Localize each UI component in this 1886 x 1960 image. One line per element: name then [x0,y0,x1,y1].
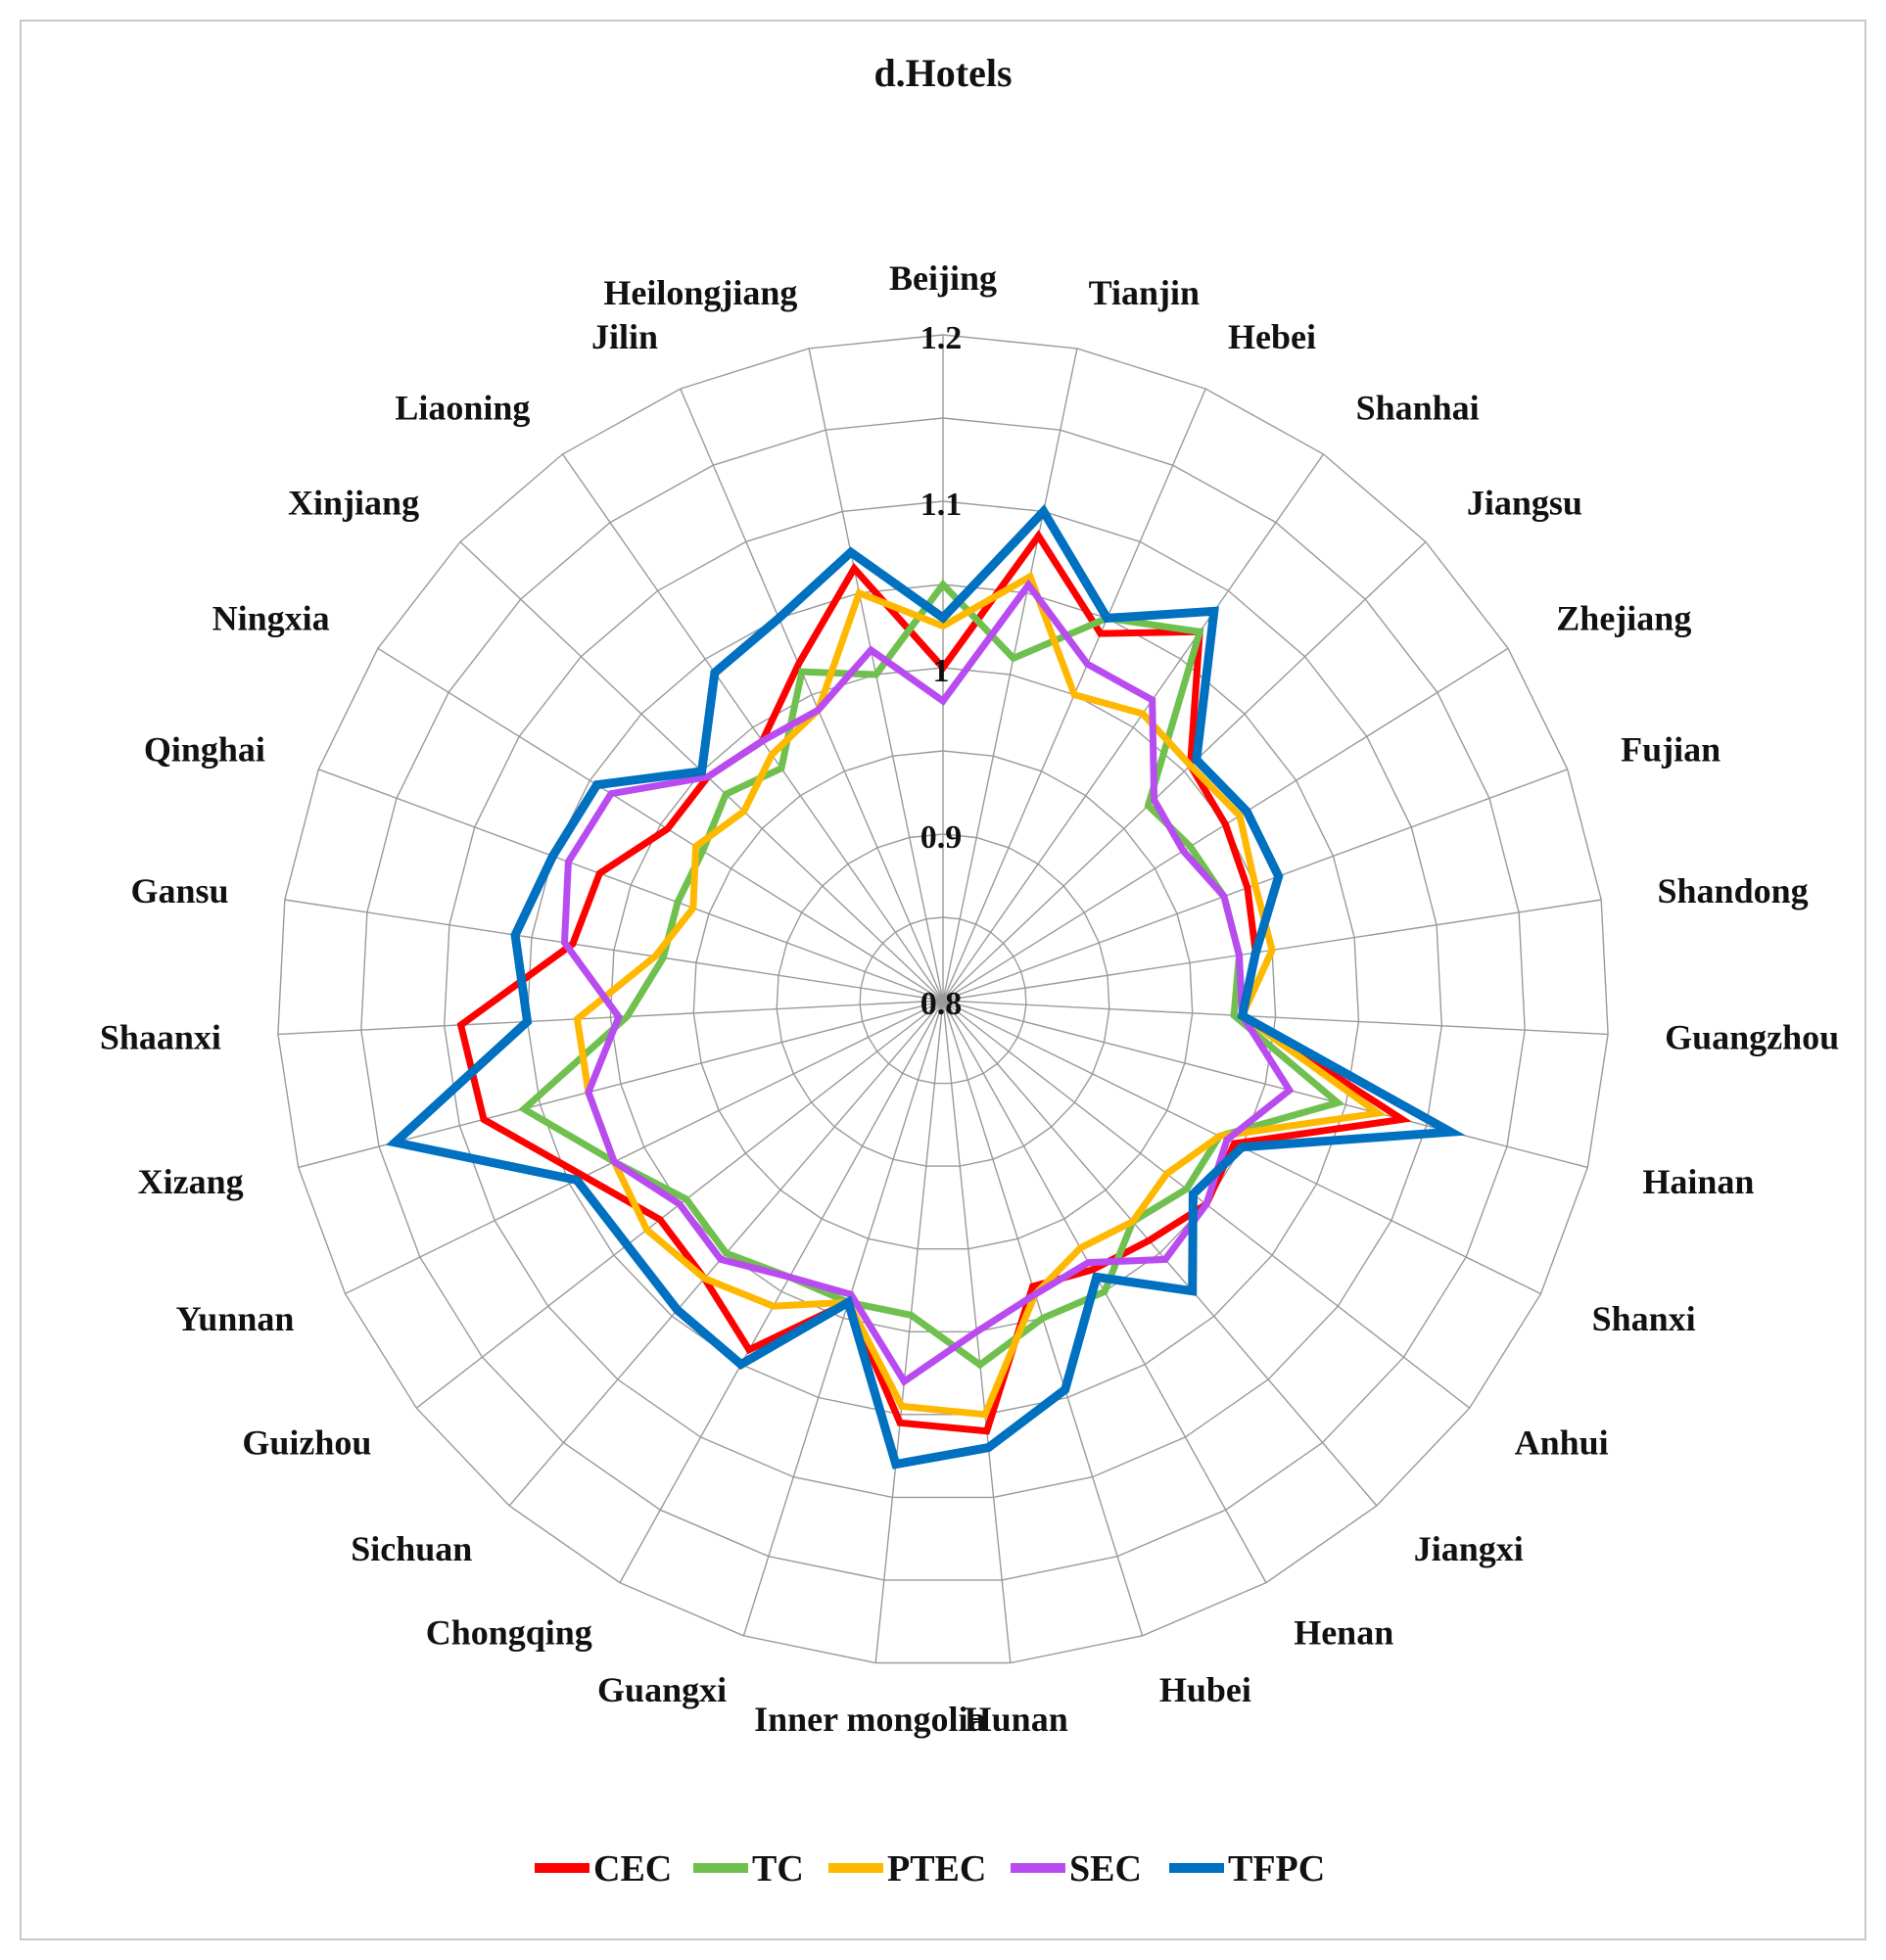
spoke [680,388,944,1002]
spoke [318,769,944,1002]
spoke [377,647,944,1002]
category-label: Beijing [889,258,997,298]
series-line-tc [518,579,1345,1370]
spoke [942,540,1427,1002]
spoke [874,1000,944,1663]
category-label: Fujian [1621,730,1721,770]
category-label: Hubei [1159,1670,1251,1709]
grid-ring [443,500,1443,1499]
legend-label-tc: TC [752,1848,804,1890]
spoke [345,1000,944,1295]
spoke [298,1000,944,1169]
radar-series [385,503,1466,1470]
category-label: Hebei [1228,317,1316,356]
spoke [619,1000,944,1583]
category-label: Jiangsu [1467,484,1582,523]
category-label: Sichuan [351,1529,472,1568]
tick-label: 1 [933,653,950,689]
category-labels: Beijing Tianjin Hebei Shanhai Jiangsu Zhejian… [100,258,1839,1739]
category-label: Liaoning [395,388,530,427]
grid-ring [360,417,1526,1581]
category-label: Jilin [591,317,658,356]
tick-label: 0.8 [920,986,963,1022]
tick-label: 1.2 [920,320,963,356]
radial-tick-labels: 0.8 0.9 1 1.1 1.2 [920,320,963,1022]
category-label: Guizhou [242,1423,371,1463]
category-label: Chongqing [426,1612,592,1652]
grid-ring [692,750,1194,1250]
series-line-tfpc [385,503,1466,1470]
tick-label: 0.9 [920,819,963,856]
category-label: Shandong [1658,871,1809,910]
category-label: Shanhai [1356,388,1480,427]
category-label: Hunan [965,1700,1068,1739]
category-label: Guangzhou [1665,1017,1839,1056]
category-label: Henan [1294,1612,1393,1652]
grid-ring [277,334,1609,1664]
category-label: Ningxia [212,599,330,638]
category-label: Qinghai [144,730,265,770]
category-label: Zhejiang [1556,599,1691,638]
legend-label-ptec: PTEC [887,1848,986,1890]
spoke [561,453,944,1002]
category-label: Tianjin [1089,273,1200,312]
grid-ring [859,916,1027,1085]
spoke [277,1000,944,1036]
series-line-cec [456,530,1412,1435]
series-line-ptec [573,571,1388,1419]
legend-label-tfpc: TFPC [1228,1848,1325,1890]
spoke [284,899,944,1002]
category-label: Xizang [138,1162,244,1201]
grid-ring [776,833,1110,1167]
legend-label-sec: SEC [1069,1848,1142,1890]
category-label: Xinjiang [288,484,419,523]
legend-label-cec: CEC [593,1848,672,1890]
spoke [942,1000,1378,1507]
category-label: Yunnan [176,1299,295,1338]
spoke [942,348,1078,1002]
category-label: Hainan [1642,1162,1754,1201]
category-label: Jiangxi [1414,1529,1524,1568]
category-label: Anhui [1515,1423,1609,1463]
category-label: Heilongjiang [603,273,797,312]
spoke [942,1000,1588,1169]
chart-title: d.Hotels [873,51,1012,95]
category-label: Guangxi [597,1670,727,1709]
spoke [942,453,1325,1002]
grid-ring [526,583,1360,1416]
spoke [942,1000,1609,1036]
spoke [742,1000,944,1637]
category-label: Inner mongolia [754,1700,985,1739]
radar-grid [277,334,1609,1664]
tick-label: 1.1 [920,487,963,523]
legend: CEC TC PTEC SEC TFPC [535,1848,1325,1890]
series-line-sec [560,579,1295,1386]
category-label: Shaanxi [100,1017,221,1056]
category-label: Shanxi [1592,1299,1696,1338]
category-label: Gansu [130,871,228,910]
